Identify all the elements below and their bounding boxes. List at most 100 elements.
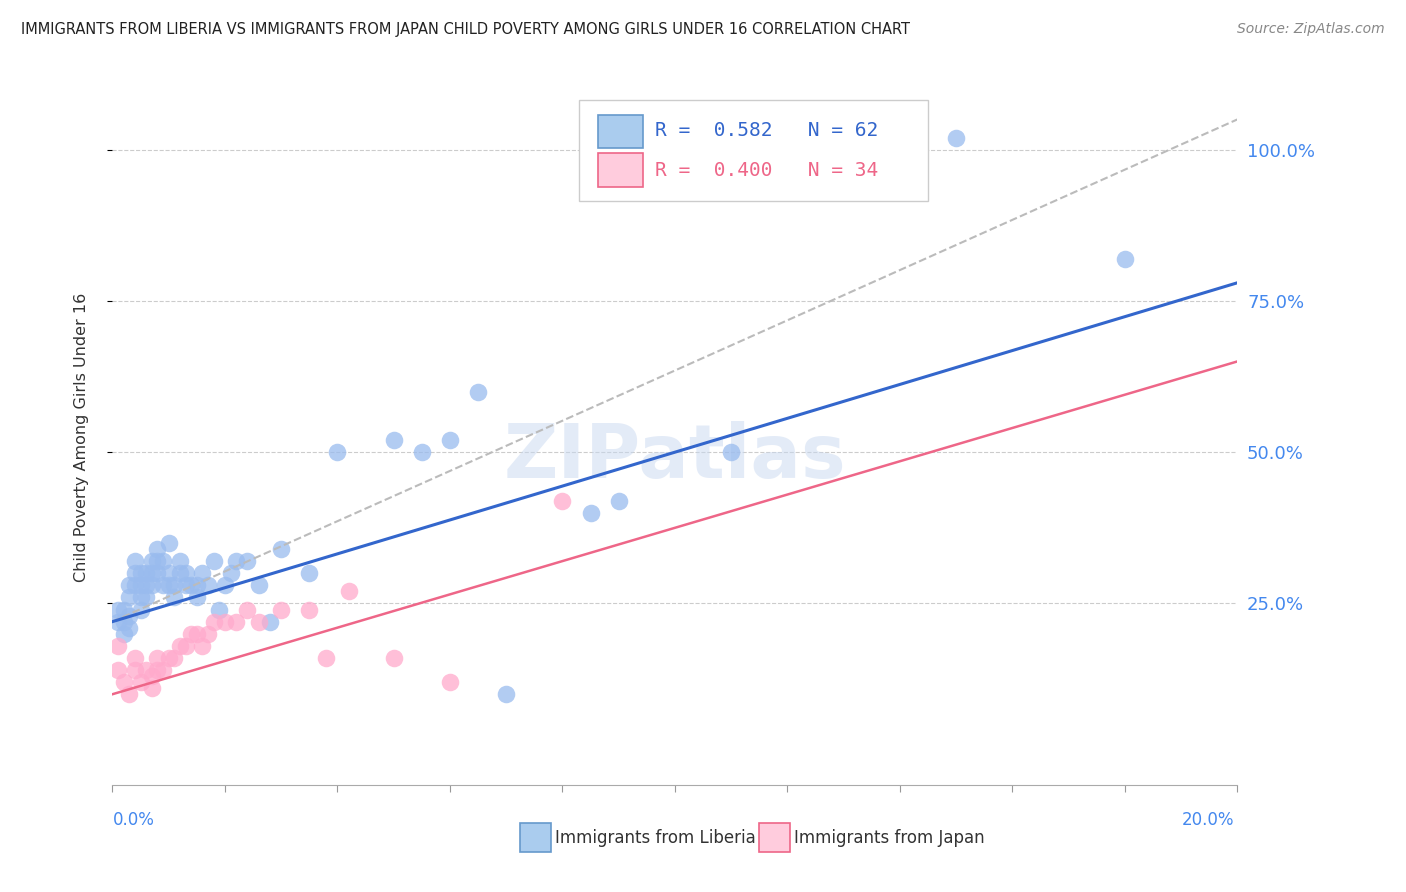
Point (107, 639, 129, 653)
Point (163, 578, 186, 592)
FancyBboxPatch shape (579, 100, 928, 201)
Point (129, 602, 152, 616)
Point (163, 591, 186, 605)
Point (214, 578, 236, 592)
Point (191, 639, 214, 653)
Point (157, 536, 180, 550)
Point (298, 566, 321, 581)
Point (236, 554, 259, 568)
Point (945, 130, 967, 145)
Point (141, 669, 163, 683)
Point (124, 651, 146, 665)
Point (141, 578, 163, 592)
Point (118, 621, 141, 635)
Point (118, 687, 141, 701)
Point (720, 124, 742, 138)
Point (135, 663, 157, 677)
Point (118, 591, 141, 605)
Point (298, 602, 321, 616)
Point (607, 493, 630, 508)
Point (146, 566, 169, 581)
Point (112, 675, 135, 690)
Point (124, 566, 146, 581)
Point (202, 615, 225, 629)
Point (169, 639, 191, 653)
Point (236, 602, 259, 616)
Point (186, 591, 208, 605)
Point (141, 554, 163, 568)
Point (163, 651, 186, 665)
Point (247, 578, 270, 592)
Point (146, 541, 169, 556)
Point (326, 445, 349, 459)
Point (124, 663, 146, 677)
Point (208, 602, 231, 616)
Point (270, 541, 292, 556)
Point (225, 615, 247, 629)
Text: ZIPatlas: ZIPatlas (503, 421, 846, 494)
Point (315, 651, 337, 665)
Point (214, 615, 236, 629)
Point (186, 578, 208, 592)
Point (129, 675, 152, 690)
Point (720, 445, 742, 459)
Point (467, 384, 489, 399)
Text: IMMIGRANTS FROM LIBERIA VS IMMIGRANTS FROM JAPAN CHILD POVERTY AMONG GIRLS UNDER: IMMIGRANTS FROM LIBERIA VS IMMIGRANTS FR… (21, 22, 910, 37)
Point (191, 566, 214, 581)
Point (129, 566, 152, 581)
Point (180, 626, 202, 640)
Point (146, 651, 169, 665)
Text: R =  0.582   N = 62: R = 0.582 N = 62 (655, 121, 877, 140)
Point (439, 675, 461, 690)
Point (129, 578, 152, 592)
Point (169, 554, 191, 568)
Point (197, 578, 219, 592)
Point (157, 578, 180, 592)
Point (219, 566, 242, 581)
Point (152, 554, 174, 568)
Point (146, 663, 169, 677)
Point (107, 602, 129, 616)
Text: 0.0%: 0.0% (112, 811, 155, 829)
Point (135, 578, 157, 592)
Point (247, 615, 270, 629)
Point (186, 626, 208, 640)
Point (579, 506, 602, 520)
Point (135, 591, 157, 605)
Point (112, 626, 135, 640)
Point (382, 651, 405, 665)
Point (107, 663, 129, 677)
Point (124, 578, 146, 592)
Point (118, 578, 141, 592)
Text: 20.0%: 20.0% (1182, 811, 1234, 829)
Text: Immigrants from Japan: Immigrants from Japan (794, 829, 986, 847)
Y-axis label: Child Poverty Among Girls Under 16: Child Poverty Among Girls Under 16 (75, 293, 89, 582)
Point (411, 445, 433, 459)
Point (112, 602, 135, 616)
Point (337, 584, 360, 599)
Point (118, 608, 141, 623)
Point (551, 493, 574, 508)
Point (112, 615, 135, 629)
Point (259, 615, 281, 629)
Point (202, 554, 225, 568)
Point (495, 687, 517, 701)
Point (174, 578, 197, 592)
FancyBboxPatch shape (599, 115, 644, 148)
Point (174, 639, 197, 653)
Point (141, 566, 163, 581)
Point (152, 663, 174, 677)
Point (157, 651, 180, 665)
Point (107, 615, 129, 629)
Point (225, 554, 247, 568)
Point (135, 566, 157, 581)
Text: Source: ZipAtlas.com: Source: ZipAtlas.com (1237, 22, 1385, 37)
Point (152, 578, 174, 592)
FancyBboxPatch shape (599, 153, 644, 186)
Point (141, 681, 163, 695)
Point (146, 554, 169, 568)
Point (197, 626, 219, 640)
Text: R =  0.400   N = 34: R = 0.400 N = 34 (655, 161, 877, 180)
Point (1114, 252, 1136, 266)
Text: Immigrants from Liberia: Immigrants from Liberia (555, 829, 756, 847)
